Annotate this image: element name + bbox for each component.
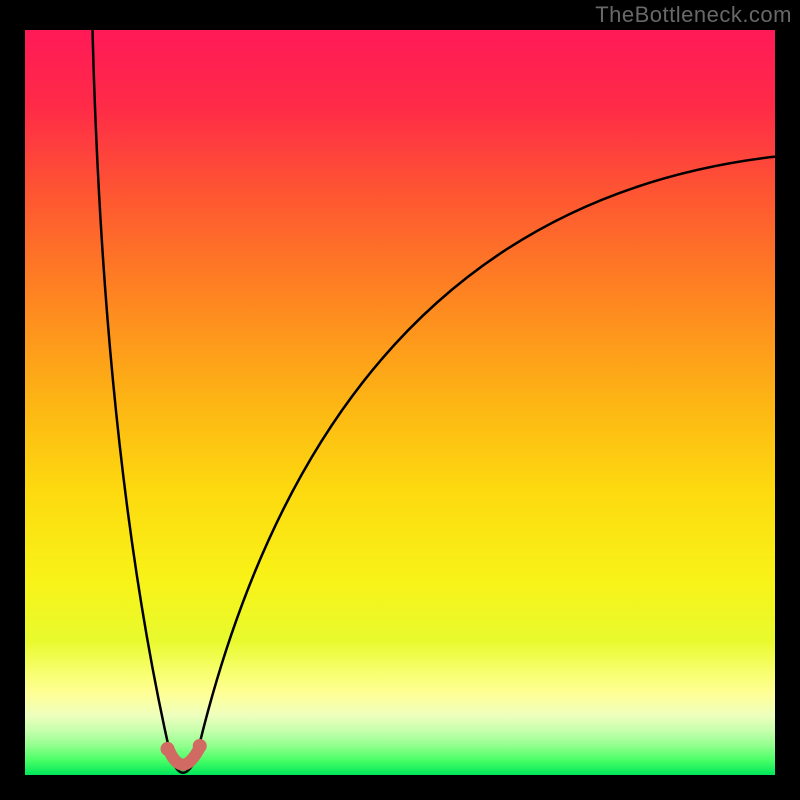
- plot-area: [25, 30, 775, 775]
- bottleneck-chart: [0, 0, 800, 800]
- u-marker-dot-1: [193, 739, 207, 753]
- chart-container: TheBottleneck.com: [0, 0, 800, 800]
- source-watermark: TheBottleneck.com: [595, 2, 792, 28]
- u-marker-dot-0: [161, 742, 175, 756]
- gradient-background: [25, 30, 775, 775]
